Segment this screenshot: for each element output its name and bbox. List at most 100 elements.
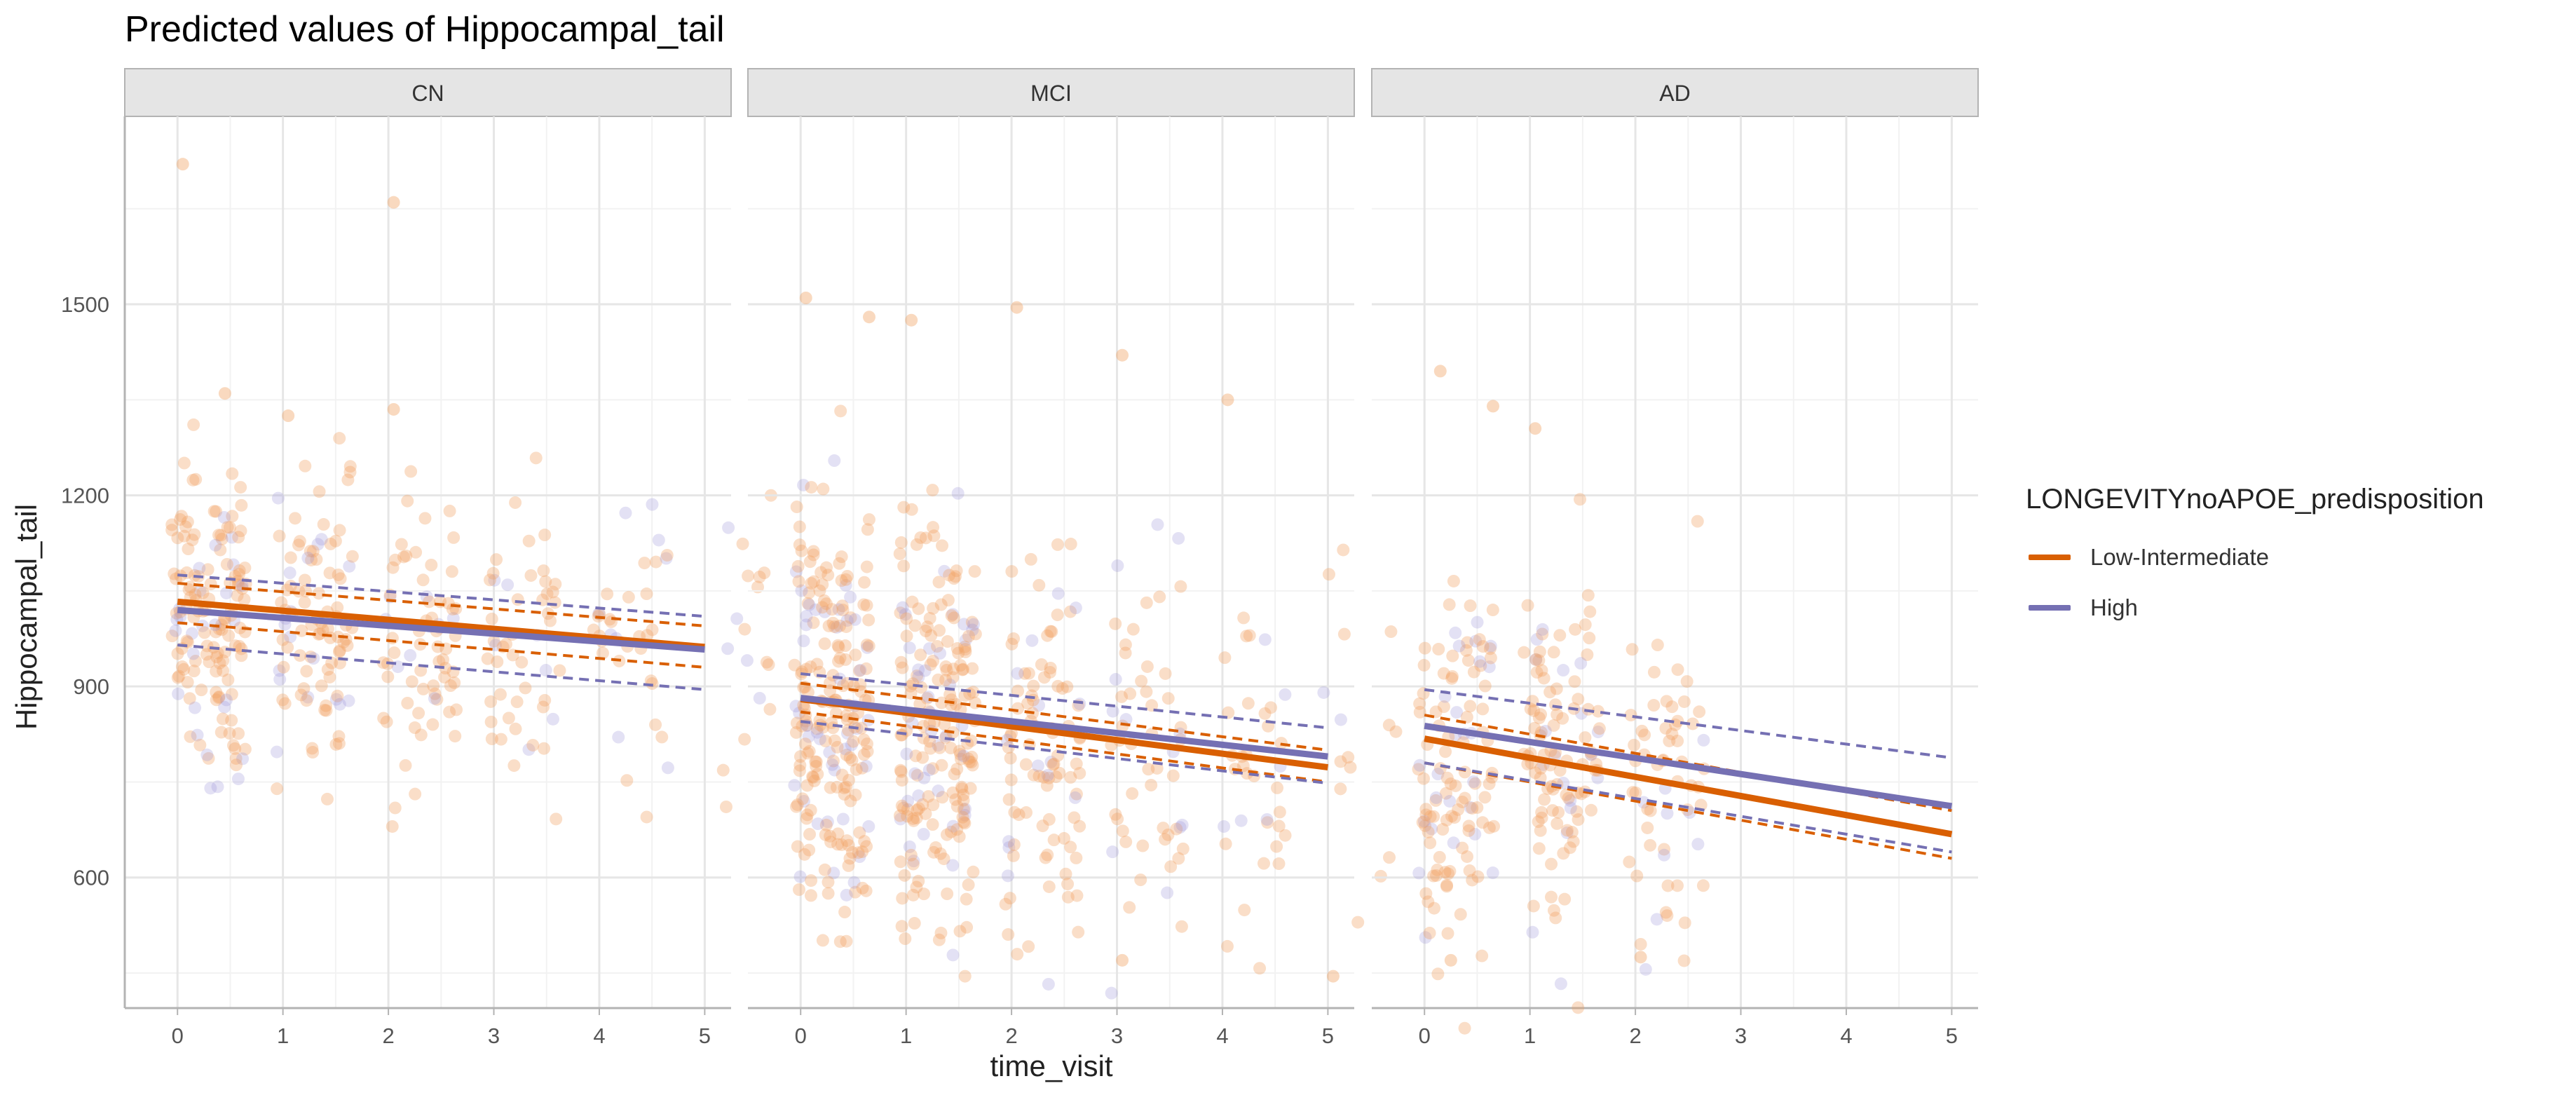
point-low-intermediate [1468, 777, 1482, 790]
point-high [204, 782, 217, 795]
point-high [828, 454, 841, 468]
point-low-intermediate [1521, 599, 1534, 612]
point-high [836, 812, 850, 826]
point-low-intermediate [803, 744, 816, 758]
point-low-intermediate [1241, 697, 1255, 710]
point-low-intermediate [1466, 873, 1479, 887]
point-low-intermediate [948, 768, 961, 781]
point-low-intermediate [1150, 761, 1164, 775]
point-low-intermediate [1583, 605, 1597, 618]
point-low-intermediate [320, 792, 334, 805]
point-low-intermediate [399, 759, 412, 772]
point-low-intermediate [819, 828, 832, 841]
point-low-intermediate [894, 763, 907, 777]
point-low-intermediate [844, 611, 857, 625]
point-low-intermediate [332, 737, 346, 750]
point-low-intermediate [793, 538, 806, 552]
point-high [1530, 633, 1543, 646]
point-low-intermediate [526, 738, 540, 751]
point-low-intermediate [1419, 887, 1433, 900]
point-low-intermediate [1240, 767, 1253, 780]
x-tick-label: 0 [1419, 1023, 1431, 1048]
point-low-intermediate [1010, 301, 1023, 314]
point-low-intermediate [622, 590, 635, 604]
point-low-intermediate [1035, 658, 1048, 671]
legend-item-high: High [2026, 583, 2484, 633]
point-low-intermediate [1042, 880, 1056, 893]
point-high [1484, 639, 1497, 653]
point-high [189, 701, 202, 714]
ci-lower-high [800, 720, 1328, 785]
point-low-intermediate [803, 843, 816, 857]
point-low-intermediate [416, 682, 430, 695]
point-high [1051, 587, 1065, 600]
point-low-intermediate [1063, 605, 1077, 618]
point-low-intermediate [1019, 758, 1033, 771]
point-low-intermediate [912, 602, 925, 615]
point-low-intermediate [936, 791, 949, 804]
point-low-intermediate [1033, 578, 1046, 592]
point-low-intermediate [485, 733, 498, 746]
point-low-intermediate [853, 826, 866, 839]
point-low-intermediate [655, 730, 669, 744]
point-low-intermediate [1429, 705, 1443, 719]
point-low-intermediate [859, 884, 873, 897]
point-low-intermediate [753, 570, 766, 583]
point-low-intermediate [1005, 637, 1018, 651]
point-low-intermediate [922, 790, 935, 803]
point-low-intermediate [1419, 808, 1433, 822]
point-high [946, 608, 960, 621]
point-low-intermediate [509, 722, 522, 735]
point-low-intermediate [807, 616, 820, 630]
point-low-intermediate [833, 651, 847, 665]
point-low-intermediate [324, 537, 337, 550]
point-low-intermediate [833, 935, 847, 948]
point-low-intermediate [234, 481, 247, 494]
point-low-intermediate [857, 733, 871, 747]
facet-ad: AD 0 1 2 3 4 5 [1371, 68, 1979, 1048]
point-low-intermediate [1628, 738, 1641, 751]
point-low-intermediate [211, 646, 224, 660]
point-low-intermediate [1663, 734, 1676, 747]
point-low-intermediate [958, 689, 972, 702]
point-low-intermediate [824, 836, 838, 849]
point-low-intermediate [1671, 734, 1684, 747]
point-low-intermediate [738, 623, 751, 636]
point-low-intermediate [171, 671, 184, 684]
point-low-intermediate [840, 834, 854, 848]
point-low-intermediate [510, 695, 524, 709]
point-low-intermediate [1175, 920, 1188, 933]
x-tick-label: 2 [1005, 1023, 1017, 1048]
point-low-intermediate [1237, 611, 1250, 625]
point-low-intermediate [273, 529, 286, 543]
point-high [225, 531, 238, 544]
point-low-intermediate [1033, 770, 1046, 783]
point-high [1334, 713, 1347, 726]
point-low-intermediate [1040, 779, 1054, 792]
point-low-intermediate [439, 662, 452, 675]
point-low-intermediate [947, 572, 960, 585]
point-low-intermediate [1532, 712, 1546, 725]
point-low-intermediate [897, 501, 911, 514]
ci-upper-low-intermediate [1424, 714, 1952, 812]
point-low-intermediate [828, 620, 841, 633]
point-low-intermediate [910, 811, 923, 824]
point-low-intermediate [905, 503, 918, 516]
point-low-intermediate [1219, 837, 1232, 850]
point-low-intermediate [1444, 777, 1457, 791]
point-low-intermediate [540, 587, 554, 600]
point-low-intermediate [824, 829, 837, 843]
point-low-intermediate [807, 774, 821, 787]
point-high [342, 694, 355, 707]
point-low-intermediate [400, 549, 413, 562]
point-low-intermediate [950, 823, 964, 836]
point-low-intermediate [229, 751, 243, 765]
point-high [901, 794, 915, 808]
point-low-intermediate [1518, 646, 1531, 659]
point-low-intermediate [300, 694, 313, 707]
point-low-intermediate [177, 456, 191, 470]
point-low-intermediate [1529, 766, 1542, 780]
point-low-intermediate [945, 693, 958, 707]
point-high [315, 533, 328, 546]
point-low-intermediate [1439, 745, 1452, 759]
